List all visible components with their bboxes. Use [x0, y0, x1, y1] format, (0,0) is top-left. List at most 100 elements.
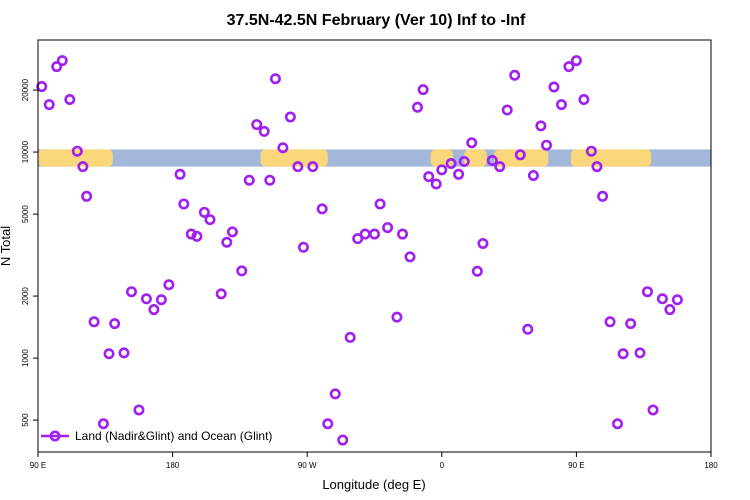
data-point	[264, 174, 276, 186]
data-point	[71, 145, 83, 157]
y-tick-label: 20000	[21, 78, 30, 101]
legend-marker	[49, 430, 61, 442]
y-tick-label: 10000	[21, 140, 30, 163]
data-point	[522, 323, 534, 335]
data-point	[269, 73, 281, 85]
data-point	[417, 84, 429, 96]
data-point	[641, 286, 653, 298]
data-point	[617, 348, 629, 360]
chart-title: 37.5N-42.5N February (Ver 10) Inf to -In…	[227, 12, 526, 29]
data-point	[316, 203, 328, 215]
data-point	[88, 316, 100, 328]
data-point	[125, 286, 137, 298]
data-point	[634, 347, 646, 359]
data-point	[133, 404, 145, 416]
y-axis-label: N Total	[0, 226, 13, 266]
data-point	[359, 228, 371, 240]
data-point	[204, 214, 216, 226]
data-point	[215, 288, 227, 300]
data-point	[221, 236, 233, 248]
data-point	[140, 293, 152, 305]
data-point	[585, 145, 597, 157]
data-point	[236, 265, 248, 277]
data-point	[597, 190, 609, 202]
data-point	[664, 304, 676, 316]
data-point	[337, 434, 349, 446]
data-point	[56, 55, 68, 67]
data-point	[514, 149, 526, 161]
data-point	[374, 198, 386, 210]
data-point	[555, 99, 567, 111]
data-point	[174, 168, 186, 180]
data-point	[548, 81, 560, 93]
data-point	[591, 161, 603, 173]
data-band	[38, 149, 711, 167]
data-point	[64, 93, 76, 105]
data-point	[471, 265, 483, 277]
data-point	[329, 388, 341, 400]
data-point	[297, 241, 309, 253]
data-point	[251, 119, 263, 131]
data-point	[612, 418, 624, 430]
data-point	[430, 178, 442, 190]
x-tick-label: 180	[166, 461, 180, 470]
data-point	[344, 331, 356, 343]
x-tick-label: 90 W	[298, 461, 317, 470]
data-points	[36, 55, 683, 446]
data-point	[570, 55, 582, 67]
data-point	[81, 190, 93, 202]
data-point	[109, 318, 121, 330]
y-tick-label: 500	[21, 413, 30, 427]
data-point	[501, 104, 513, 116]
x-tick-label: 90 E	[568, 461, 584, 470]
data-point	[243, 174, 255, 186]
data-point	[185, 228, 197, 240]
band-land-segment	[464, 149, 487, 167]
data-point	[563, 61, 575, 73]
data-point	[103, 348, 115, 360]
data-point	[51, 61, 63, 73]
data-point	[423, 171, 435, 183]
data-point	[397, 228, 409, 240]
x-tick-label: 0	[440, 461, 445, 470]
data-point	[445, 158, 457, 170]
data-point	[527, 169, 539, 181]
y-tick-label: 1000	[21, 349, 30, 367]
data-point	[656, 293, 668, 305]
legend: Land (Nadir&Glint) and Ocean (Glint)	[41, 429, 272, 443]
data-point	[671, 294, 683, 306]
data-point	[647, 404, 659, 416]
data-point	[540, 139, 552, 151]
data-point	[391, 311, 403, 323]
data-point	[368, 228, 380, 240]
data-point	[411, 101, 423, 113]
data-point	[163, 279, 175, 291]
data-point	[494, 161, 506, 173]
data-point	[43, 99, 55, 111]
data-point	[77, 161, 89, 173]
legend-label: Land (Nadir&Glint) and Ocean (Glint)	[75, 429, 272, 443]
data-point	[453, 168, 465, 180]
x-tick-label: 90 E	[30, 461, 46, 470]
data-point	[604, 316, 616, 328]
data-point	[155, 294, 167, 306]
band-land-segment	[570, 149, 652, 167]
band-land-segment	[430, 149, 454, 167]
data-point	[178, 198, 190, 210]
data-point	[458, 156, 470, 168]
data-point	[148, 304, 160, 316]
x-axis-label: Longitude (deg E)	[322, 477, 425, 492]
plot-frame	[37, 39, 712, 453]
data-point	[477, 237, 489, 249]
y-tick-label: 2000	[21, 287, 30, 305]
data-point	[509, 69, 521, 81]
data-point	[436, 164, 448, 176]
x-axis: 90 E 180 90 W 0 90 E 180	[30, 452, 718, 470]
data-point	[226, 226, 238, 238]
data-point	[535, 120, 547, 132]
data-point	[118, 347, 130, 359]
data-point	[466, 137, 478, 149]
data-point	[198, 206, 210, 218]
band-land-segment	[38, 149, 113, 167]
